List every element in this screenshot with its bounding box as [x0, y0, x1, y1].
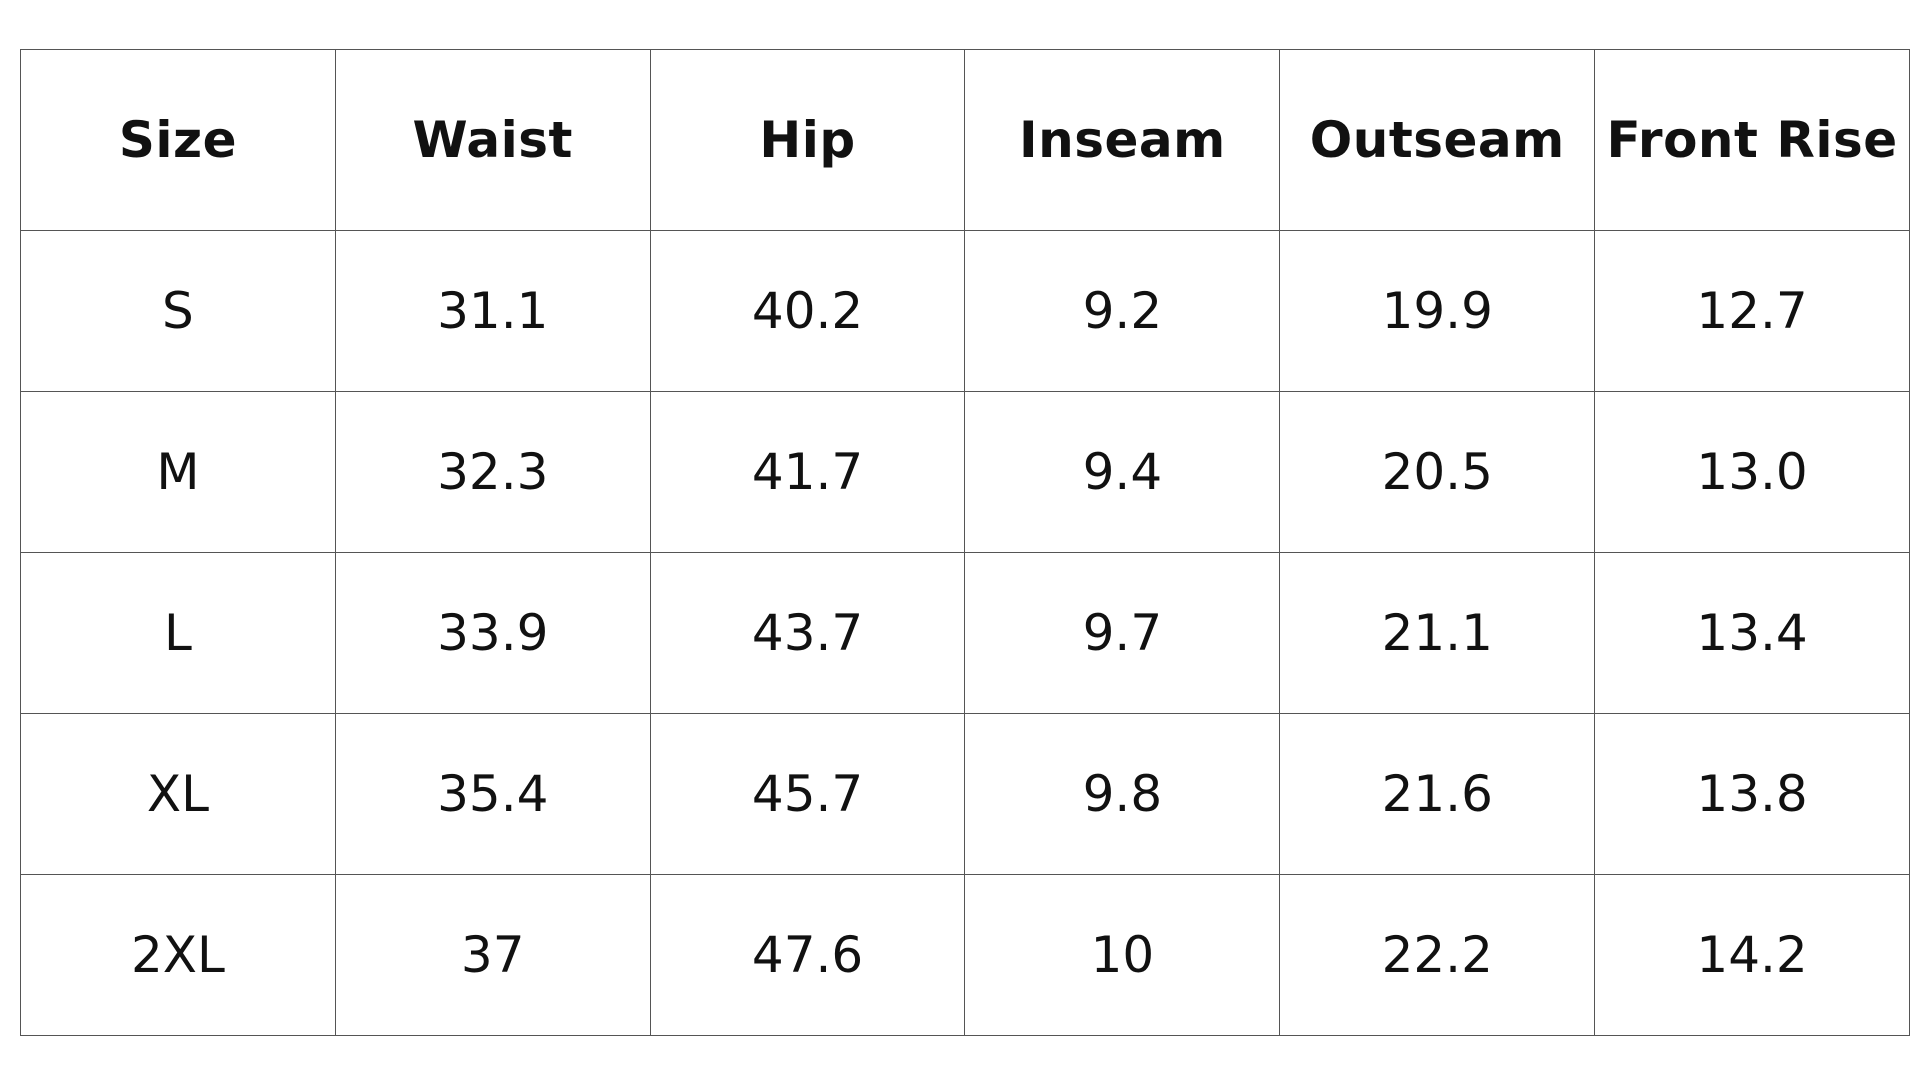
- cell-waist: 37: [334, 874, 651, 1036]
- cell-size: 2XL: [20, 874, 336, 1036]
- header-hip: Hip: [649, 49, 966, 231]
- table-row-s: S 31.1 40.2 9.2 19.9 12.7: [20, 230, 1910, 392]
- cell-inseam: 9.2: [964, 230, 1281, 392]
- cell-hip: 41.7: [649, 391, 966, 553]
- cell-hip: 45.7: [649, 713, 966, 875]
- cell-size: XL: [20, 713, 336, 875]
- table-header: Size Waist Hip Inseam Outseam Front Rise: [20, 49, 1910, 231]
- table-row-xl: XL 35.4 45.7 9.8 21.6 13.8: [20, 713, 1910, 875]
- cell-inseam: 9.8: [964, 713, 1281, 875]
- header-outseam: Outseam: [1279, 49, 1596, 231]
- cell-size: L: [20, 552, 336, 714]
- cell-outseam: 19.9: [1279, 230, 1596, 392]
- size-chart-table: Size Waist Hip Inseam Outseam Front Rise…: [20, 49, 1910, 1036]
- cell-outseam: 21.1: [1279, 552, 1596, 714]
- table-body: S 31.1 40.2 9.2 19.9 12.7 M 32.3 41.7 9.…: [20, 230, 1910, 1036]
- cell-waist: 35.4: [334, 713, 651, 875]
- cell-outseam: 20.5: [1279, 391, 1596, 553]
- header-row: Size Waist Hip Inseam Outseam Front Rise: [20, 49, 1910, 231]
- cell-hip: 40.2: [649, 230, 966, 392]
- cell-size: S: [20, 230, 336, 392]
- cell-inseam: 9.7: [964, 552, 1281, 714]
- cell-front-rise: 12.7: [1594, 230, 1910, 392]
- cell-front-rise: 13.8: [1594, 713, 1910, 875]
- header-waist: Waist: [334, 49, 651, 231]
- header-front-rise: Front Rise: [1594, 49, 1910, 231]
- cell-waist: 33.9: [334, 552, 651, 714]
- table-row-2xl: 2XL 37 47.6 10 22.2 14.2: [20, 874, 1910, 1036]
- cell-size: M: [20, 391, 336, 553]
- cell-front-rise: 13.0: [1594, 391, 1910, 553]
- cell-front-rise: 14.2: [1594, 874, 1910, 1036]
- cell-waist: 31.1: [334, 230, 651, 392]
- cell-inseam: 10: [964, 874, 1281, 1036]
- cell-hip: 47.6: [649, 874, 966, 1036]
- table-row-m: M 32.3 41.7 9.4 20.5 13.0: [20, 391, 1910, 553]
- cell-waist: 32.3: [334, 391, 651, 553]
- header-inseam: Inseam: [964, 49, 1281, 231]
- cell-outseam: 22.2: [1279, 874, 1596, 1036]
- table-row-l: L 33.9 43.7 9.7 21.1 13.4: [20, 552, 1910, 714]
- header-size: Size: [20, 49, 336, 231]
- cell-outseam: 21.6: [1279, 713, 1596, 875]
- cell-front-rise: 13.4: [1594, 552, 1910, 714]
- cell-inseam: 9.4: [964, 391, 1281, 553]
- cell-hip: 43.7: [649, 552, 966, 714]
